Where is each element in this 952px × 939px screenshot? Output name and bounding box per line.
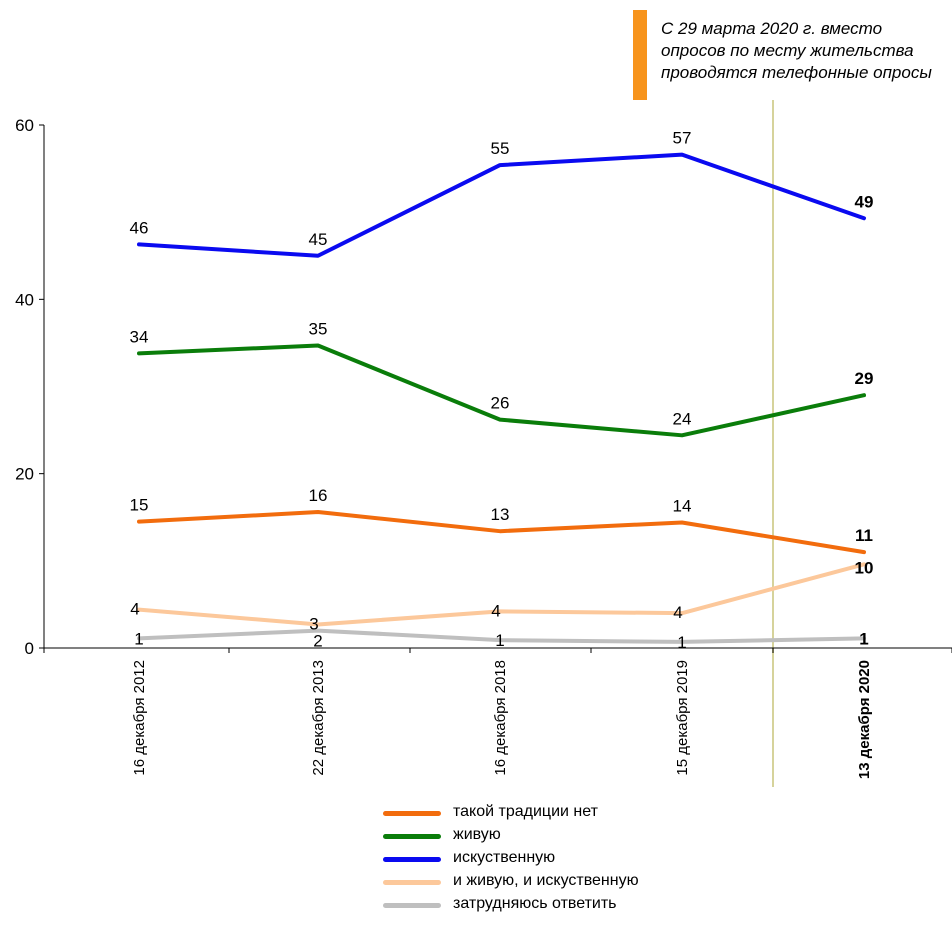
- method-note: С 29 марта 2020 г. вместо опросов по мес…: [633, 10, 952, 100]
- data-label: 4: [673, 603, 682, 622]
- legend-swatch: [383, 903, 441, 908]
- data-label: 2: [313, 632, 322, 651]
- data-label: 45: [309, 230, 328, 249]
- x-tick-label: 16 декабря 2012: [131, 660, 148, 776]
- data-label: 1: [859, 629, 868, 648]
- data-label: 49: [855, 192, 874, 211]
- y-tick-label: 0: [25, 639, 34, 658]
- x-tick-label: 22 декабря 2013: [310, 660, 327, 776]
- data-label: 14: [673, 496, 692, 515]
- data-label: 16: [309, 486, 328, 505]
- legend-label: живую: [453, 826, 501, 843]
- data-label: 11: [855, 526, 873, 545]
- legend-label: и живую, и искуственную: [453, 872, 639, 889]
- data-label: 4: [130, 600, 139, 619]
- y-tick-label: 60: [15, 116, 34, 135]
- x-tick-label: 16 декабря 2018: [492, 660, 509, 776]
- data-label: 26: [491, 394, 510, 413]
- note-accent-bar: [633, 10, 647, 100]
- legend-label: искуственную: [453, 849, 556, 866]
- data-label: 1: [495, 631, 504, 650]
- legend-swatch: [383, 880, 441, 885]
- series-line: [137, 562, 866, 627]
- data-label: 13: [491, 505, 510, 524]
- legend-label: затрудняюсь ответить: [453, 895, 617, 912]
- legend-swatch: [383, 811, 441, 816]
- note-text: С 29 марта 2020 г. вместо опросов по мес…: [661, 19, 932, 82]
- data-label: 3: [309, 614, 318, 633]
- x-tick-label: 13 декабря 2020: [856, 660, 873, 779]
- series-line: [137, 343, 866, 438]
- data-label: 15: [130, 496, 149, 515]
- legend-swatch: [383, 857, 441, 862]
- legend-swatch: [383, 834, 441, 839]
- y-tick-label: 40: [15, 290, 34, 309]
- line-chart: 0 20 40 60 16 декабря 2012 22 декабря 2013 16 …: [15, 100, 952, 787]
- x-tick-label: 15 декабря 2019: [674, 660, 691, 776]
- y-tick-label: 20: [15, 465, 34, 484]
- series-line: [137, 510, 866, 555]
- data-label: 1: [134, 629, 143, 648]
- data-label: 29: [855, 369, 874, 388]
- series-line: [137, 152, 866, 258]
- series-line: [137, 628, 866, 644]
- data-label: 4: [491, 601, 500, 620]
- data-label: 24: [673, 409, 692, 428]
- data-label: 10: [855, 558, 874, 577]
- data-label: 34: [130, 327, 149, 346]
- data-label: 35: [309, 320, 328, 339]
- data-label: 57: [673, 129, 692, 148]
- data-label: 1: [677, 633, 686, 652]
- data-label: 55: [491, 139, 510, 158]
- legend-label: такой традиции нет: [453, 803, 598, 820]
- data-label: 46: [130, 218, 149, 237]
